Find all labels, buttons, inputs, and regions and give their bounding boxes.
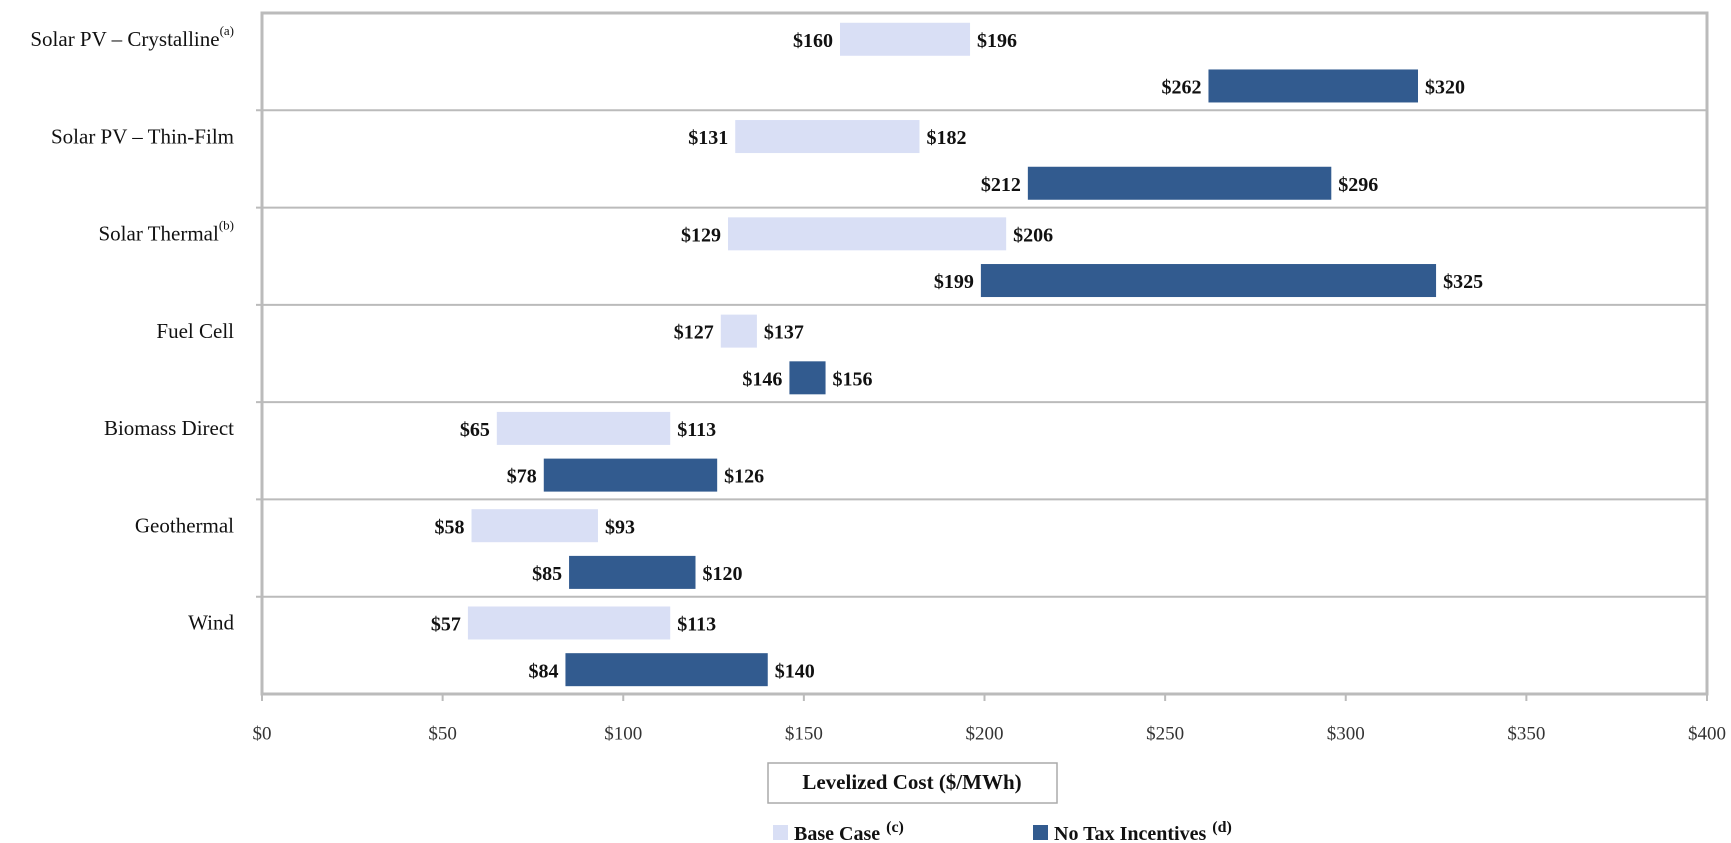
category-text: Wind	[188, 611, 234, 635]
low-label: $146	[742, 368, 782, 390]
x-label-box	[767, 762, 1058, 804]
x-tick-label: $200	[966, 723, 1004, 744]
x-tick-label: $400	[1688, 723, 1726, 744]
range-bar	[789, 361, 826, 395]
low-label: $127	[674, 322, 714, 344]
high-label: $93	[605, 516, 635, 538]
category-label: Solar Thermal(b)	[98, 218, 234, 246]
high-label: $196	[977, 30, 1017, 52]
x-tick-label: $0	[253, 723, 272, 744]
legend-text: Base Case	[794, 823, 880, 843]
category-text: Solar Thermal	[98, 221, 218, 245]
low-label: $57	[431, 614, 461, 636]
legend-swatch	[773, 825, 788, 840]
range-bar	[1027, 166, 1332, 200]
range-bar	[543, 458, 718, 492]
low-label: $160	[793, 30, 833, 52]
category-text: Biomass Direct	[104, 416, 234, 440]
x-tick-label: $350	[1507, 723, 1545, 744]
range-bar	[1208, 69, 1418, 103]
high-label: $320	[1425, 77, 1465, 99]
plot-frame	[260, 11, 1709, 696]
low-label: $199	[934, 271, 974, 293]
category-text: Geothermal	[135, 513, 234, 537]
category-text: Solar PV – Crystalline	[30, 27, 219, 51]
category-text: Solar PV – Thin-Film	[51, 124, 234, 148]
range-bar	[496, 411, 671, 445]
range-bar	[471, 509, 598, 543]
high-label: $126	[724, 466, 764, 488]
high-label: $156	[833, 368, 873, 390]
x-tick-label: $300	[1327, 723, 1365, 744]
high-label: $113	[677, 419, 716, 441]
high-label: $137	[764, 322, 804, 344]
legend-label: No Tax Incentives (d)	[1054, 819, 1232, 843]
low-label: $78	[507, 466, 537, 488]
range-bar	[720, 314, 757, 348]
x-tick-label: $250	[1146, 723, 1184, 744]
high-label: $120	[703, 563, 743, 585]
low-label: $212	[981, 174, 1021, 196]
legend-text: No Tax Incentives	[1054, 823, 1206, 843]
high-label: $140	[775, 660, 815, 682]
category-label: Biomass Direct	[104, 416, 234, 440]
high-label: $325	[1443, 271, 1483, 293]
x-tick-label: $50	[428, 723, 457, 744]
low-label: $262	[1161, 77, 1201, 99]
range-bar	[565, 653, 768, 687]
category-note: (b)	[219, 218, 234, 233]
category-text: Fuel Cell	[156, 319, 234, 343]
x-axis-label: Levelized Cost ($/MWh)	[802, 770, 1021, 794]
category-note: (a)	[220, 23, 234, 38]
low-label: $129	[681, 224, 721, 246]
category-label: Wind	[188, 611, 234, 635]
legend-swatch	[1033, 825, 1048, 840]
range-bar	[728, 217, 1007, 251]
high-label: $182	[926, 127, 966, 149]
range-bar	[569, 555, 696, 589]
low-label: $85	[532, 563, 562, 585]
range-bar	[980, 264, 1437, 298]
low-label: $65	[460, 419, 490, 441]
category-label: Fuel Cell	[156, 319, 234, 343]
category-label: Geothermal	[135, 513, 234, 537]
low-label: $58	[435, 516, 465, 538]
high-label: $206	[1013, 224, 1053, 246]
x-tick-label: $100	[604, 723, 642, 744]
legend-note: (c)	[886, 819, 904, 836]
range-bar	[467, 606, 671, 640]
range-bar	[840, 22, 971, 56]
high-label: $296	[1338, 174, 1378, 196]
x-tick-label: $150	[785, 723, 823, 744]
category-label: Solar PV – Crystalline(a)	[30, 23, 234, 51]
legend-label: Base Case (c)	[794, 819, 904, 843]
category-label: Solar PV – Thin-Film	[51, 124, 234, 148]
low-label: $84	[528, 660, 558, 682]
low-label: $131	[688, 127, 728, 149]
range-bar	[735, 120, 920, 154]
legend-note: (d)	[1212, 819, 1232, 836]
high-label: $113	[677, 614, 716, 636]
